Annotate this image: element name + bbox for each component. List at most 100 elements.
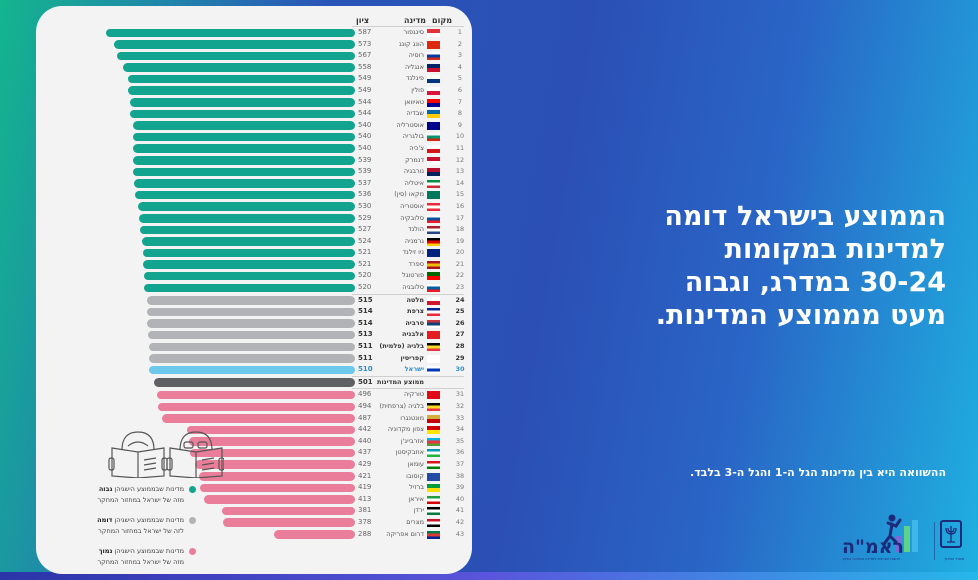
table-row: 521 ספרד 21 — [36, 259, 472, 271]
score-value: 539 — [358, 167, 372, 176]
country-name: קפריסין — [400, 353, 424, 362]
table-row: 511 בלגיה (פלמית) 28 — [36, 341, 472, 353]
score-bar — [147, 307, 355, 317]
rank-number: 36 — [455, 448, 465, 457]
flag-icon — [427, 75, 440, 84]
country-name: אוזבקיסטן — [395, 448, 424, 457]
rank-number: 27 — [455, 330, 465, 339]
score-value: 524 — [358, 236, 372, 245]
score-value: 544 — [358, 97, 372, 106]
rank-number: 11 — [455, 143, 465, 152]
score-bar — [132, 144, 355, 153]
flag-icon — [427, 121, 440, 130]
logo-divider — [934, 522, 935, 560]
rank-number: 8 — [457, 109, 463, 118]
flag-icon — [427, 63, 440, 72]
table-row: 514 צרפת 25 — [36, 306, 472, 318]
table-row: 529 סלובקיה 17 — [36, 213, 472, 225]
score-bar — [162, 414, 355, 423]
rank-number: 33 — [455, 413, 465, 422]
table-row: 496 טורקיה 31 — [36, 389, 472, 401]
score-value: 540 — [358, 120, 372, 129]
score-bar — [143, 248, 355, 258]
table-row: 558 אנגליה 4 — [36, 62, 472, 74]
score-bar — [134, 190, 355, 200]
table-row: 524 גרמניה 19 — [36, 236, 472, 248]
score-bar — [147, 330, 355, 340]
rank-number: 16 — [455, 201, 465, 210]
table-row: 587 סינגפור 1 — [36, 27, 472, 39]
score-value: 573 — [358, 39, 372, 48]
rank-number: 28 — [455, 342, 465, 351]
country-name: מצרים — [406, 517, 424, 526]
rank-number: 2 — [457, 39, 463, 48]
score-bar — [194, 460, 355, 469]
rank-number: 13 — [455, 167, 465, 176]
table-row: 419 ברזיל 39 — [36, 482, 472, 494]
header-country: מדינה — [404, 16, 426, 25]
score-value: 549 — [358, 85, 372, 94]
ranking-rows: 587 סינגפור 1 573 הונג קונג 2 567 רוסיה 3 558 אנגל… — [36, 27, 472, 540]
score-value: 549 — [358, 74, 372, 83]
flag-icon — [427, 52, 440, 61]
score-bar — [133, 167, 355, 177]
flag-icon — [427, 191, 440, 200]
rank-number: 20 — [455, 248, 465, 257]
headline-line: מעט מממוצע המדינות. — [655, 300, 946, 331]
table-row: 536 מקאו (סין) 15 — [36, 189, 472, 201]
country-name: הונג קונג — [398, 39, 424, 48]
country-name: אוסטרליה — [396, 120, 424, 129]
rank-number: 24 — [455, 295, 465, 304]
rank-number: 30 — [455, 365, 465, 374]
score-value: 513 — [358, 330, 373, 339]
flag-icon — [427, 98, 440, 107]
score-bar — [273, 530, 355, 539]
rank-number: 15 — [455, 190, 465, 199]
rank-number: 26 — [455, 318, 465, 327]
country-name: ניו זילנד — [402, 248, 424, 257]
score-bar — [157, 390, 355, 400]
score-value: 544 — [358, 109, 372, 118]
country-name: אלבניה — [402, 330, 424, 339]
country-name: עומאן — [407, 459, 424, 468]
rank-number: 40 — [455, 494, 465, 503]
flag-icon — [427, 437, 440, 446]
table-row: 440 אזרבייג'ן 35 — [36, 436, 472, 448]
table-row: 540 צ'כיה 11 — [36, 143, 472, 155]
header-rank: מקום — [432, 16, 452, 25]
score-value: 515 — [358, 295, 373, 304]
rank-number: 10 — [455, 132, 465, 141]
score-bar — [143, 271, 355, 281]
table-row: 442 צפון מקדוניה 34 — [36, 424, 472, 436]
legend-item-similar: מדינות שבממוצע הישגיהן דומה לזה של ישראל… — [76, 515, 196, 537]
rank-number: 17 — [455, 213, 465, 222]
flag-icon — [427, 133, 440, 142]
table-row: 510 ישראל 30 — [36, 364, 472, 376]
score-value: 521 — [358, 248, 372, 257]
rank-number: 37 — [455, 459, 465, 468]
legend-text: מדינות שבממוצע הישגיהן — [112, 547, 184, 555]
bottom-strip — [0, 572, 978, 580]
legend-bold: דומה — [97, 516, 113, 524]
flag-icon — [427, 156, 440, 165]
rank-number: 39 — [455, 483, 465, 492]
divider — [352, 26, 464, 27]
header-score: ציון — [356, 16, 370, 25]
score-value: 529 — [358, 213, 372, 222]
score-value: 501 — [358, 377, 373, 386]
table-row: 530 אוסטריה 16 — [36, 201, 472, 213]
rank-number: 12 — [455, 155, 465, 164]
score-value: 540 — [358, 132, 372, 141]
flag-icon — [427, 249, 440, 258]
gov-subtitle: משרד החינוך — [944, 557, 964, 561]
score-value: 487 — [358, 413, 372, 422]
score-value: 558 — [358, 62, 372, 71]
score-bar — [132, 132, 355, 142]
ranking-card: מקום מדינה ציון 587 סינגפור 1 573 הונג קונג 2… — [36, 6, 472, 574]
table-row: 573 הונג קונג 2 — [36, 39, 472, 51]
score-bar — [132, 121, 355, 130]
flag-icon — [427, 237, 440, 246]
legend-bold: גבוה — [98, 485, 113, 493]
score-bar — [223, 518, 355, 527]
flag-icon — [427, 214, 440, 223]
